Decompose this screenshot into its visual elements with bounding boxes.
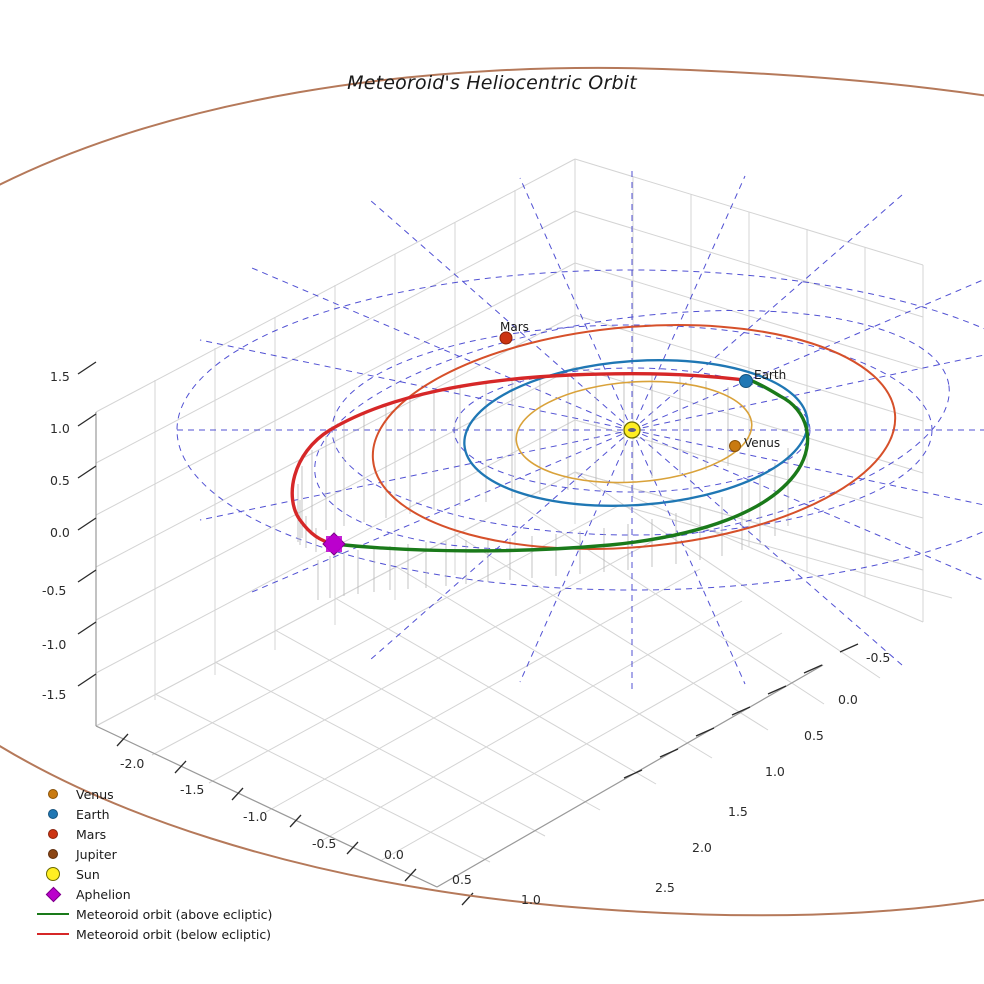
z-tick-label: 1.5 (50, 369, 70, 384)
legend-label-above-ecliptic: Meteoroid orbit (above ecliptic) (76, 906, 273, 922)
x-tick-label: -1.0 (243, 809, 268, 824)
legend-label-earth: Earth (76, 806, 110, 822)
y-tick-label: -0.5 (866, 650, 891, 665)
legend-label-below-ecliptic: Meteoroid orbit (below ecliptic) (76, 926, 272, 942)
marker-mars (499, 331, 513, 345)
z-tick-label: -1.0 (42, 637, 67, 652)
legend-marker-aphelion-icon (30, 886, 76, 902)
legend-line-below-ecliptic-icon (30, 933, 76, 935)
y-tick-label: 1.5 (728, 804, 748, 819)
x-tick-label: 0.0 (384, 847, 404, 862)
x-tick-label: -1.5 (180, 782, 205, 797)
x-tick-label: 0.5 (452, 872, 472, 887)
pane-grid-left (95, 158, 576, 727)
point-label-earth: Earth (754, 368, 787, 382)
point-label-mars: Mars (500, 320, 529, 334)
z-tick-label: -0.5 (42, 583, 67, 598)
y-tick-label: 2.5 (655, 880, 675, 895)
legend-label-aphelion: Aphelion (76, 886, 131, 902)
legend-marker-venus-icon (30, 789, 76, 799)
legend-item-mars[interactable]: Mars (30, 824, 300, 844)
legend-label-venus: Venus (76, 786, 114, 802)
legend-item-earth[interactable]: Earth (30, 804, 300, 824)
legend-marker-jupiter-icon (30, 849, 76, 859)
y-tick-label: 2.0 (692, 840, 712, 855)
orbit-drop-lines (297, 373, 789, 600)
point-label-venus: Venus (744, 436, 781, 450)
y-axis-ticks (623, 643, 859, 779)
legend-label-mars: Mars (76, 826, 107, 842)
legend-label-jupiter: Jupiter (76, 846, 117, 862)
z-tick-label: 0.5 (50, 473, 70, 488)
legend-marker-earth-icon (30, 809, 76, 819)
legend-label-sun: Sun (76, 866, 100, 882)
legend: Venus Earth Mars Jupiter Sun (30, 784, 300, 944)
z-tick-label: -1.5 (42, 687, 67, 702)
z-axis-ticks (77, 361, 97, 687)
marker-sun (623, 421, 641, 439)
pane-grid-right (574, 158, 924, 622)
legend-item-venus[interactable]: Venus (30, 784, 300, 804)
meteoroid-orbit-below-ecliptic (290, 371, 754, 546)
z-tick-label: 0.0 (50, 525, 70, 540)
legend-marker-mars-icon (30, 829, 76, 839)
legend-item-jupiter[interactable]: Jupiter (30, 844, 300, 864)
x-tick-label: 1.0 (521, 892, 541, 907)
y-tick-label: 1.0 (765, 764, 785, 779)
chart-title: Meteoroid's Heliocentric Orbit (347, 72, 637, 94)
z-tick-label: 1.0 (50, 421, 70, 436)
marker-venus (729, 440, 741, 452)
legend-marker-sun-icon (30, 867, 76, 881)
marker-aphelion (322, 532, 346, 556)
planet-orbit-earth (463, 359, 809, 507)
planet-orbit-venus (515, 380, 753, 484)
planet-orbit-mars (371, 324, 897, 550)
legend-item-below-ecliptic[interactable]: Meteoroid orbit (below ecliptic) (30, 924, 300, 944)
y-tick-label: 0.0 (838, 692, 858, 707)
legend-item-above-ecliptic[interactable]: Meteoroid orbit (above ecliptic) (30, 904, 300, 924)
x-tick-label: -0.5 (312, 836, 337, 851)
marker-earth (739, 374, 753, 388)
legend-line-above-ecliptic-icon (30, 913, 76, 915)
x-tick-label: -2.0 (120, 756, 145, 771)
legend-item-aphelion[interactable]: Aphelion (30, 884, 300, 904)
y-tick-label: 0.5 (804, 728, 824, 743)
legend-item-sun[interactable]: Sun (30, 864, 300, 884)
meteoroid-orbit-above-ecliptic (332, 379, 810, 553)
